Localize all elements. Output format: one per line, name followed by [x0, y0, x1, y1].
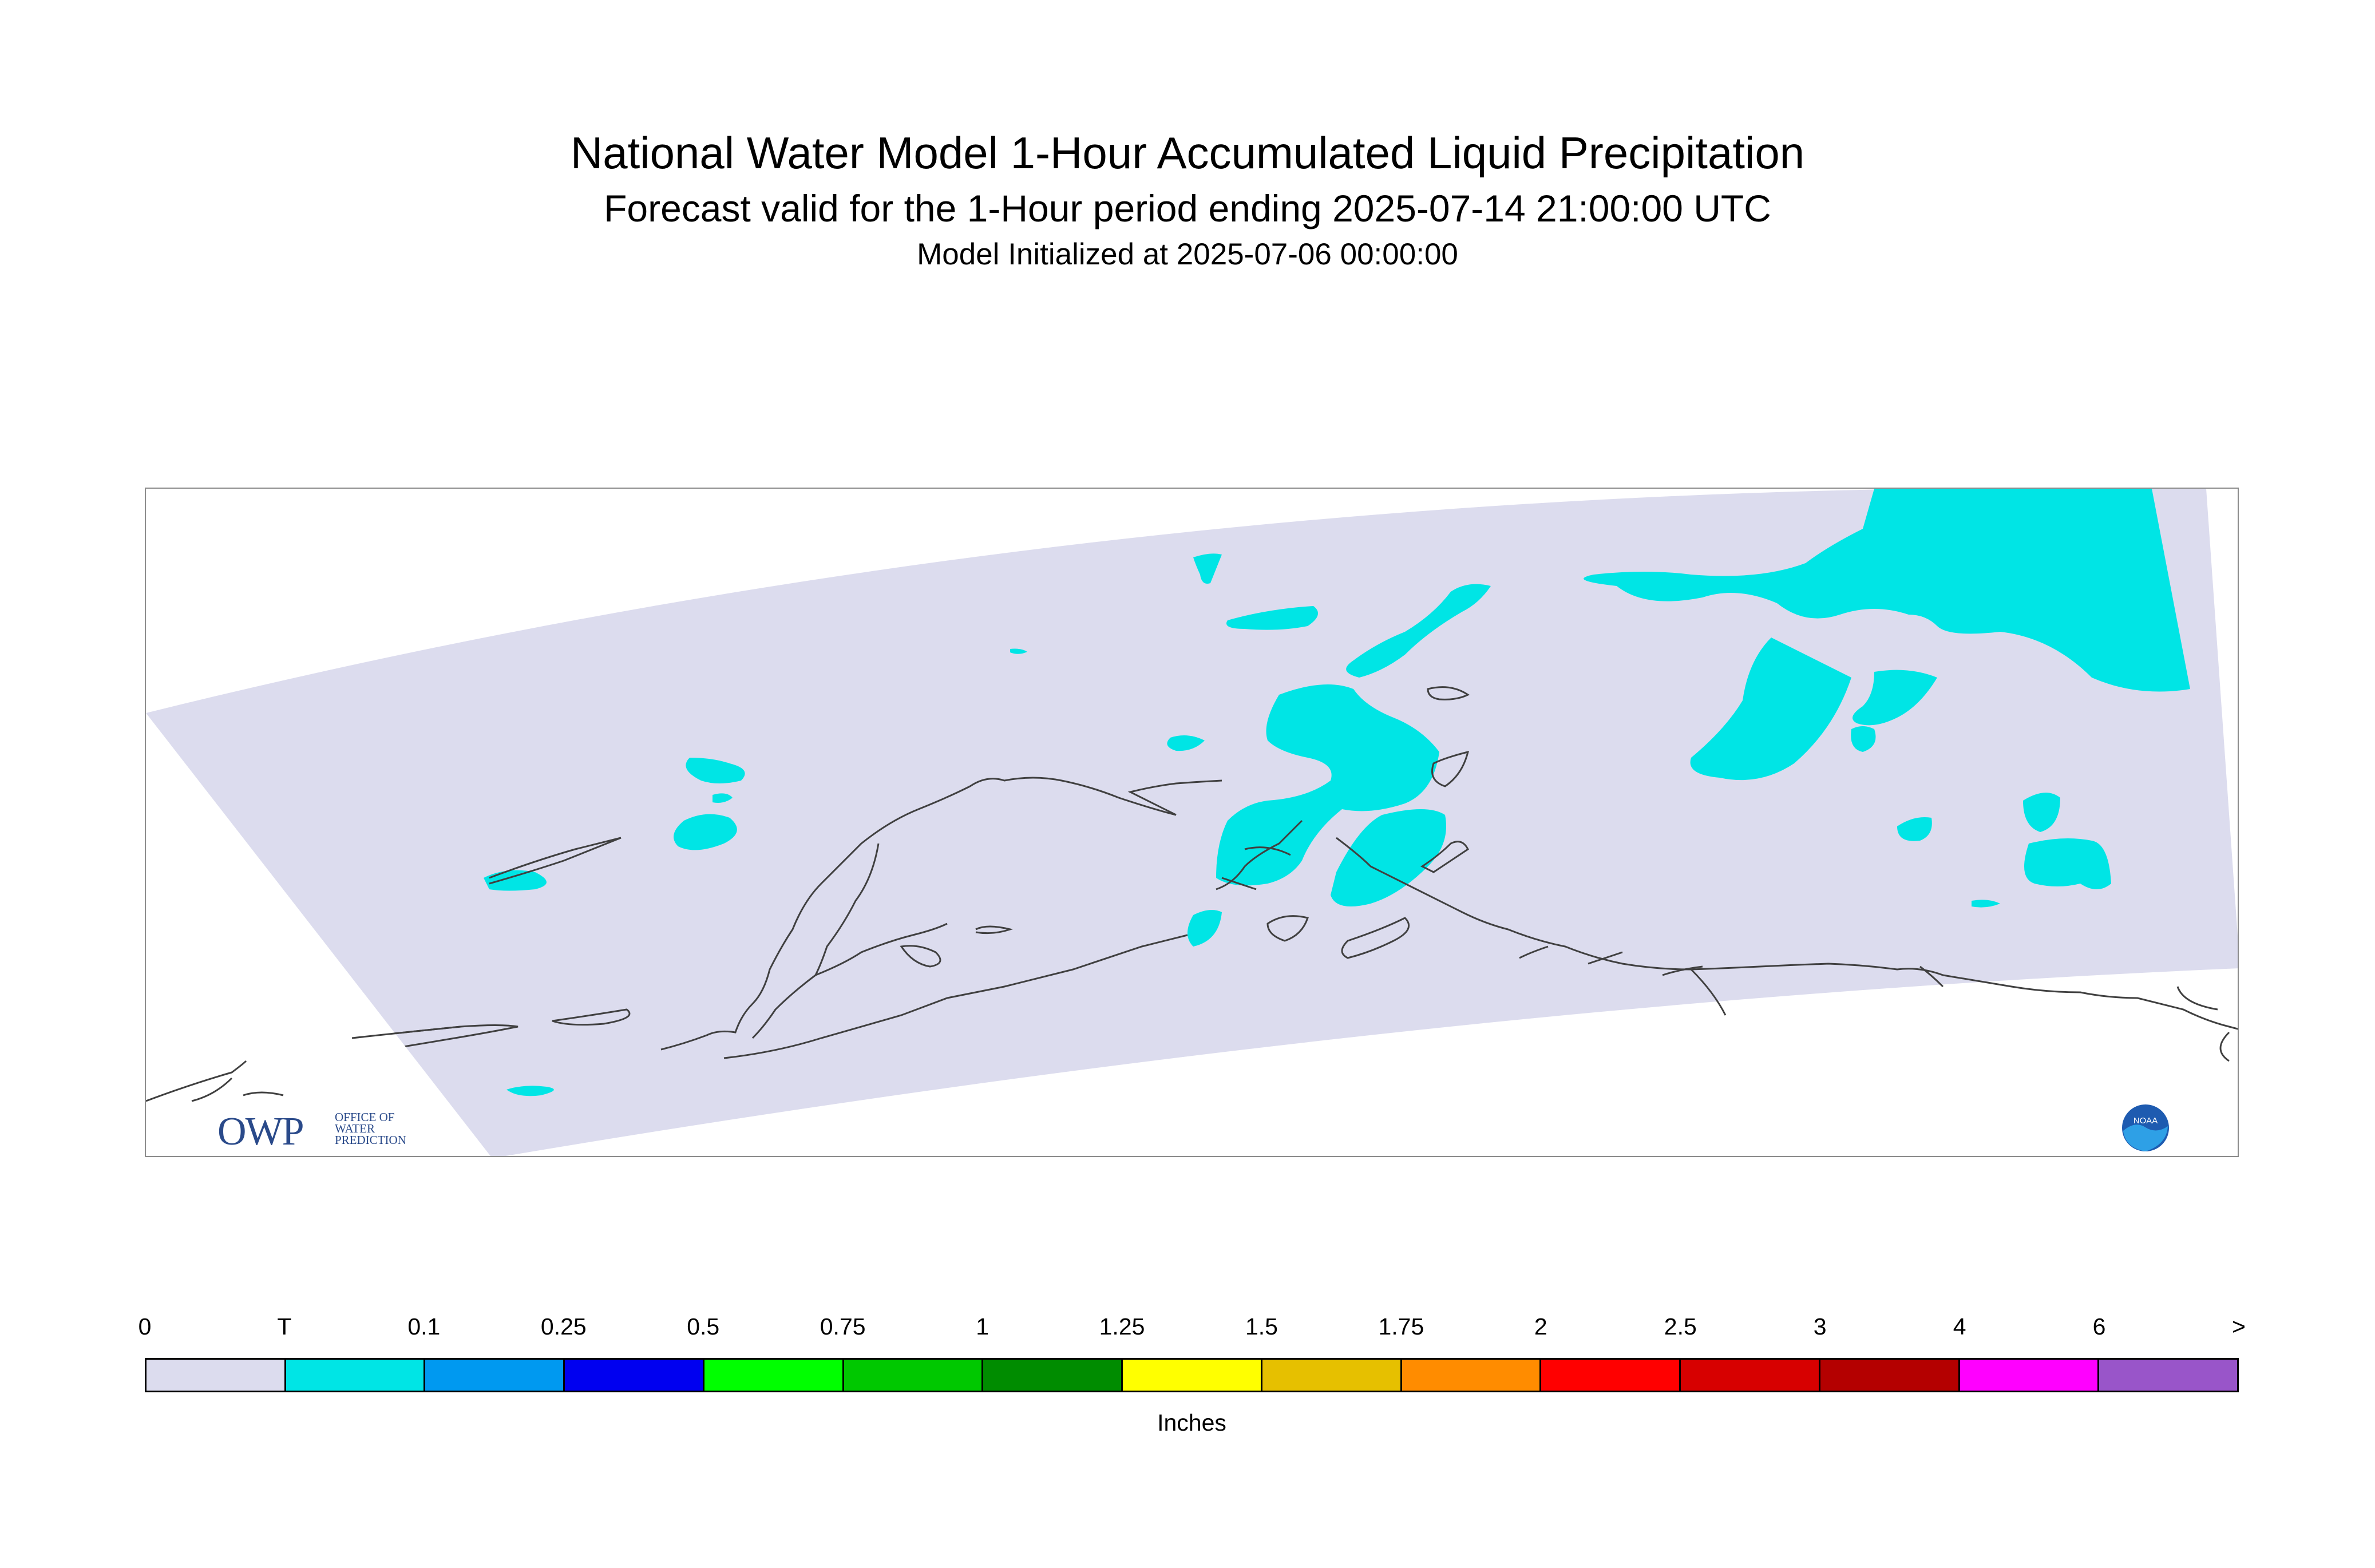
map-title: National Water Model 1-Hour Accumulated … — [570, 128, 1805, 178]
colorbar-tick-label: 2.5 — [1664, 1313, 1697, 1340]
precip-area — [1010, 648, 1027, 654]
colorbar-tick-label: 1.5 — [1245, 1313, 1278, 1340]
noaa-logo-text: NOAA — [2133, 1116, 2158, 1126]
coastline — [900, 945, 941, 968]
colorbar-tick-label: 6 — [2092, 1313, 2106, 1340]
colorbar-legend: 0 T 0.1 0.25 0.5 0.75 1 1.25 1.5 1.75 2 2.5 3 4 6 > Inc… — [138, 1313, 2246, 1439]
coastline — [1420, 841, 1469, 873]
coastline — [813, 843, 948, 977]
coastline — [1341, 917, 1410, 959]
precip-area — [506, 1086, 554, 1096]
precip-area — [1584, 489, 2190, 692]
colorbar-tick-label: 2 — [1534, 1313, 1547, 1340]
colorbar-segment — [1541, 1360, 1681, 1391]
map-panel — [145, 488, 2239, 1157]
colorbar — [145, 1358, 2239, 1392]
coastline — [552, 1008, 631, 1026]
noaa-logo: NOAA — [2122, 1104, 2169, 1151]
colorbar-tick-label: 1.25 — [1099, 1313, 1145, 1340]
colorbar-segment — [704, 1360, 844, 1391]
precip-area — [1226, 606, 1318, 630]
colorbar-tick-label: 1.75 — [1378, 1313, 1424, 1340]
precip-area — [2024, 838, 2111, 889]
owp-logo-text: OWP — [217, 1110, 304, 1154]
coastline-outside — [146, 1025, 461, 1102]
precip-area — [1972, 900, 2000, 908]
colorbar-tick-label: 0.1 — [407, 1313, 441, 1340]
precip-area — [1216, 684, 1439, 886]
colorbar-tick-label: T — [277, 1313, 292, 1340]
coastline — [1431, 750, 1470, 787]
precip-area — [1346, 584, 1491, 678]
colorbar-segment — [425, 1360, 565, 1391]
coastline — [1519, 945, 1703, 976]
colorbar-tick-label: 0.75 — [820, 1313, 866, 1340]
precip-area — [1852, 670, 1937, 726]
coastline — [1221, 846, 1291, 890]
coastline — [975, 925, 1014, 935]
colorbar-tick-label: 1 — [976, 1313, 989, 1340]
colorbar-segment — [286, 1360, 426, 1391]
colorbar-segment — [1262, 1360, 1402, 1391]
model-init-line: Model Initialized at 2025-07-06 00:00:00 — [917, 237, 1458, 271]
colorbar-tick-label: 0.5 — [687, 1313, 720, 1340]
coastline — [660, 777, 1222, 1051]
colorbar-segment — [844, 1360, 984, 1391]
precip-area — [484, 870, 547, 891]
coastline — [723, 934, 1188, 1059]
colorbar-tick-label: > — [2232, 1313, 2246, 1340]
colorbar-segment — [1402, 1360, 1542, 1391]
colorbar-segment — [565, 1360, 704, 1391]
owp-logo: OWP OFFICE OF WATER PREDICTION — [217, 1109, 446, 1154]
colorbar-tick-label: 0 — [138, 1313, 152, 1340]
precip-area — [674, 814, 737, 850]
precip-area — [1690, 638, 1851, 781]
colorbar-tick-label: 3 — [1813, 1313, 1827, 1340]
owp-subtext-line: PREDICTION — [335, 1133, 406, 1147]
precip-area — [1193, 553, 1222, 584]
colorbar-segment — [1820, 1360, 1960, 1391]
colorbar-units-label: Inches — [1157, 1409, 1226, 1436]
coastline — [1266, 915, 1309, 942]
owp-logo-subtext: OFFICE OF WATER PREDICTION — [335, 1111, 406, 1146]
owp-subtext-line: OFFICE OF — [335, 1110, 395, 1124]
colorbar-segment — [1960, 1360, 2100, 1391]
coastline — [1427, 686, 1470, 700]
coastline — [489, 837, 622, 885]
owp-subtext-line: WATER — [335, 1122, 375, 1135]
colorbar-tick-label: 0.25 — [540, 1313, 587, 1340]
precip-areas-trace — [484, 489, 2190, 1096]
precip-area — [1331, 809, 1446, 906]
precip-area — [1851, 726, 1876, 752]
colorbar-segment — [1123, 1360, 1262, 1391]
colorbar-segment — [1681, 1360, 1820, 1391]
precip-area — [686, 758, 745, 783]
colorbar-tick-label: 4 — [1953, 1313, 1966, 1340]
precip-area — [1188, 910, 1222, 947]
coastline — [1690, 965, 1944, 1016]
coastline — [2176, 986, 2230, 1062]
colorbar-segment — [147, 1360, 286, 1391]
precip-area — [1167, 735, 1205, 751]
colorbar-segment — [2099, 1360, 2238, 1391]
domain-left-white — [146, 713, 490, 1156]
model-domain-area — [146, 489, 2238, 1156]
colorbar-segment — [983, 1360, 1123, 1391]
precip-area — [712, 793, 733, 803]
precipitation-map — [146, 489, 2238, 1156]
precip-area — [2023, 793, 2060, 832]
precip-area — [1897, 817, 1932, 841]
forecast-valid-subtitle: Forecast valid for the 1-Hour period end… — [604, 187, 1771, 229]
